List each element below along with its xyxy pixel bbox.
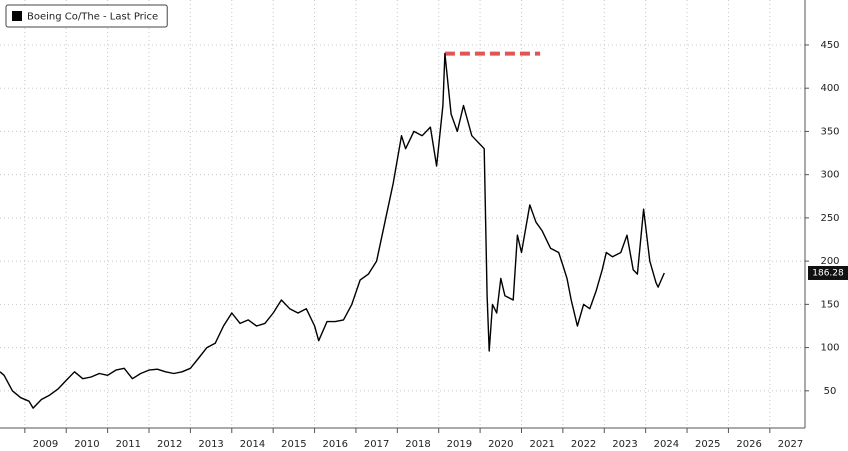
x-tick-label: 2024 <box>654 439 679 450</box>
y-tick-label: 450 <box>820 40 839 51</box>
y-tick-label: 400 <box>820 83 839 94</box>
y-tick-label: 150 <box>820 299 839 310</box>
y-tick-label: 50 <box>824 386 837 397</box>
last-price-tag <box>808 265 848 280</box>
y-tick-label: 200 <box>820 256 839 267</box>
legend-label: Boeing Co/The - Last Price <box>27 12 158 23</box>
x-tick-label: 2025 <box>695 439 720 450</box>
x-tick-label: 2013 <box>198 439 223 450</box>
x-tick-label: 2016 <box>323 439 348 450</box>
x-tick-label: 2019 <box>447 439 472 450</box>
x-tick-label: 2017 <box>364 439 389 450</box>
x-tick-label: 2012 <box>157 439 182 450</box>
x-tick-label: 2022 <box>571 439 596 450</box>
x-tick-label: 2026 <box>736 439 761 450</box>
x-tick-label: 2009 <box>33 439 58 450</box>
y-tick-label: 300 <box>820 170 839 181</box>
last-price-label: 186.28 <box>812 268 844 278</box>
x-tick-label: 2010 <box>74 439 99 450</box>
price-line <box>0 52 665 409</box>
x-tick-label: 2021 <box>529 439 554 450</box>
x-tick-label: 2015 <box>281 439 306 450</box>
legend-box <box>5 4 168 28</box>
x-tick-label: 2023 <box>612 439 637 450</box>
y-tick-label: 250 <box>820 213 839 224</box>
x-tick-label: 2020 <box>488 439 513 450</box>
y-tick-label: 100 <box>820 343 839 354</box>
x-tick-label: 2014 <box>240 439 265 450</box>
x-tick-label: 2027 <box>778 439 803 450</box>
x-tick-label: 2018 <box>405 439 430 450</box>
y-tick-label: 350 <box>820 126 839 137</box>
legend: Boeing Co/The - Last Price <box>5 4 168 28</box>
x-tick-label: 2011 <box>116 439 141 450</box>
legend-swatch <box>12 11 22 21</box>
